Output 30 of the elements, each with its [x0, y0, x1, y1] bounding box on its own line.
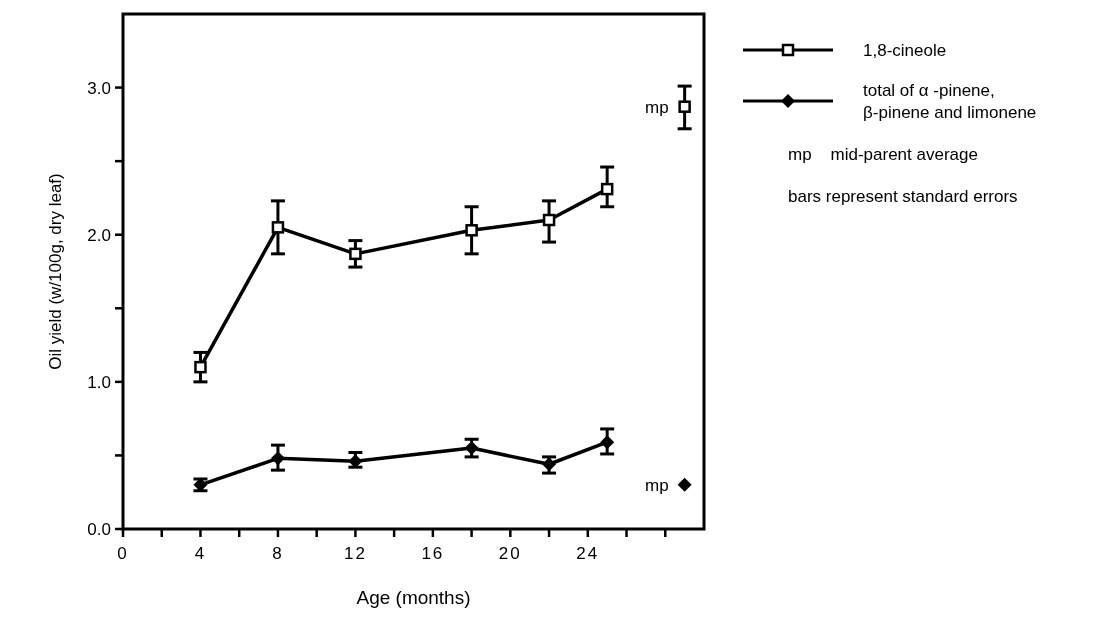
point — [349, 247, 362, 261]
y-tick-label: 3.0 — [87, 78, 111, 98]
point — [271, 221, 285, 234]
point — [678, 100, 691, 113]
text: mp mid-parent average — [788, 145, 978, 164]
x-tick-label: 16 — [421, 544, 445, 563]
text: bars represent standard errors — [788, 187, 1018, 206]
x-tick-label: 20 — [498, 544, 522, 563]
text: total of α -pinene, β-pinene and limonene — [863, 80, 1037, 122]
point — [542, 213, 556, 227]
x-tick-label: 0 — [117, 544, 129, 563]
y-tick-label: 1.0 — [87, 372, 111, 392]
x-tick-label: 12 — [343, 544, 367, 563]
annotation: mp — [645, 97, 669, 117]
y-tick-label: 2.0 — [87, 225, 111, 245]
x-axis-title: Age (months) — [356, 587, 471, 608]
point — [600, 182, 614, 196]
point — [677, 477, 692, 492]
point — [465, 224, 478, 237]
point — [600, 435, 615, 450]
text: 1,8-cineole — [863, 40, 947, 60]
y-tick-label: 0.0 — [87, 519, 111, 539]
point — [194, 360, 207, 374]
point — [270, 451, 285, 466]
x-tick-label: 8 — [272, 544, 284, 563]
point — [464, 441, 479, 456]
annotation: mp — [645, 475, 669, 495]
x-tick-label: 4 — [194, 544, 207, 563]
y-axis-title: Oil yield (w/100g, dry leaf) — [46, 173, 65, 370]
x-tick-label: 24 — [576, 544, 600, 563]
